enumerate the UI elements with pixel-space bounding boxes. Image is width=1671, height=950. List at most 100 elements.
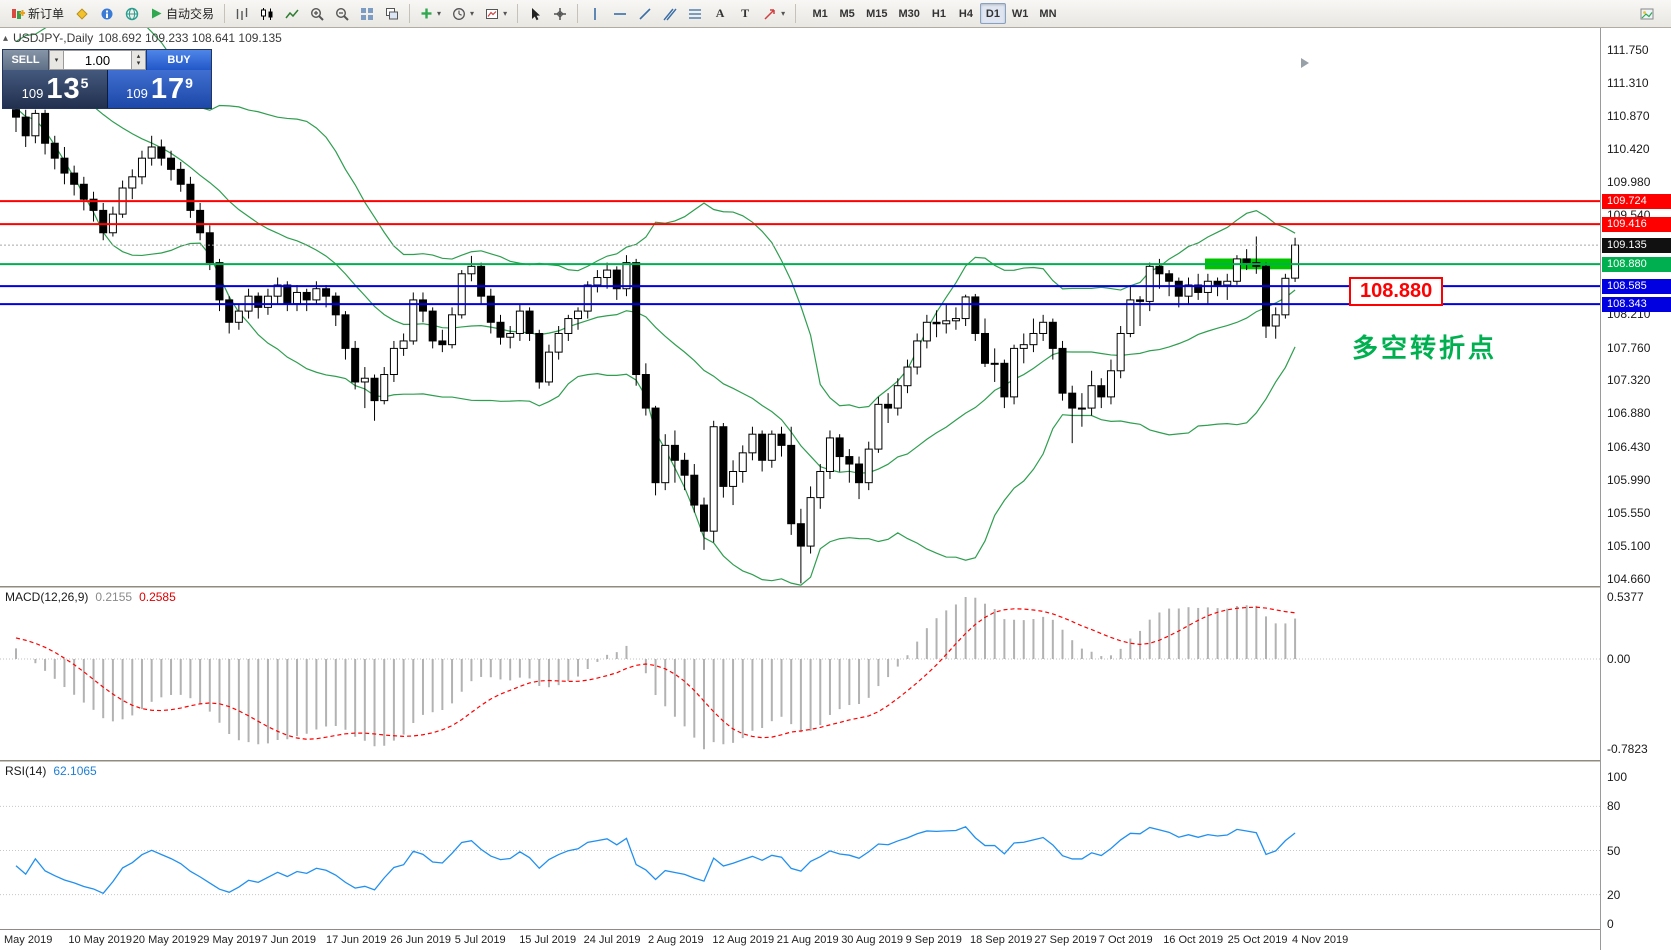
timeframe-button-h1[interactable]: H1 bbox=[926, 3, 952, 24]
buy-price-button[interactable]: 109 17 9 bbox=[107, 70, 211, 108]
buy-button[interactable]: BUY bbox=[146, 50, 211, 70]
channel-icon bbox=[663, 8, 677, 20]
date-axis-label: 24 Jul 2019 bbox=[583, 934, 641, 946]
trendline-button[interactable] bbox=[633, 3, 657, 25]
toolbar-separator bbox=[795, 4, 797, 23]
clock-icon bbox=[453, 7, 465, 20]
spinner-down-icon[interactable]: ▾ bbox=[136, 60, 141, 67]
volume-input[interactable] bbox=[64, 50, 132, 70]
zoom-in-button[interactable] bbox=[305, 3, 329, 25]
price-axis-label: 106.430 bbox=[1607, 439, 1651, 454]
macd-panel-canvas[interactable] bbox=[0, 588, 1600, 760]
sell-price-button[interactable]: 109 13 5 bbox=[3, 70, 107, 108]
bid-sup: 5 bbox=[80, 75, 89, 91]
timeframe-button-h4[interactable]: H4 bbox=[953, 3, 979, 24]
auto-arrange-button[interactable] bbox=[355, 3, 379, 25]
timeframe-button-m5[interactable]: M5 bbox=[834, 3, 860, 24]
timeframe-button-d1[interactable]: D1 bbox=[979, 3, 1006, 24]
rsi-value: 62.1065 bbox=[53, 764, 97, 778]
expert-advisors-button[interactable] bbox=[70, 3, 94, 25]
tile-windows-button[interactable] bbox=[380, 3, 404, 25]
periods-button[interactable]: ▾ bbox=[447, 3, 479, 25]
macd-axis-label: 0.00 bbox=[1607, 652, 1631, 666]
price-axis-label: 105.100 bbox=[1607, 539, 1651, 554]
macd-main-value: 0.2155 bbox=[95, 590, 133, 604]
volume-spinner[interactable]: ▴ ▾ bbox=[132, 50, 146, 70]
fibonacci-icon bbox=[689, 8, 702, 19]
whats-new-button[interactable] bbox=[1635, 3, 1659, 25]
rsi-name: RSI(14) bbox=[5, 764, 47, 778]
rsi-axis-label: 20 bbox=[1607, 887, 1621, 902]
templates-button[interactable]: ▾ bbox=[480, 3, 512, 25]
text-label-button[interactable]: T bbox=[733, 3, 757, 25]
volume-dropdown[interactable]: ▾ bbox=[49, 50, 64, 70]
candlestick-chart-button[interactable] bbox=[255, 3, 279, 25]
ask-main: 17 bbox=[150, 72, 186, 105]
chart-shift-marker[interactable] bbox=[1301, 58, 1309, 68]
toolbar-separator bbox=[577, 4, 579, 23]
panel-splitter[interactable] bbox=[0, 760, 1671, 762]
ask-sup: 9 bbox=[185, 75, 193, 91]
date-axis-label: 21 Aug 2019 bbox=[776, 934, 839, 946]
bar-chart-button[interactable] bbox=[230, 3, 254, 25]
add-indicator-icon bbox=[421, 8, 432, 19]
date-axis-label: 29 May 2019 bbox=[197, 934, 261, 946]
timeframe-button-m1[interactable]: M1 bbox=[807, 3, 833, 24]
price-level-box: 108.585 bbox=[1602, 278, 1671, 294]
ohlc-values: 108.692 109.233 108.641 109.135 bbox=[98, 31, 282, 45]
autotrading-button[interactable]: 自动交易 bbox=[145, 3, 219, 25]
date-axis: May 2019 10 May 2019 20 May 2019 29 May 201… bbox=[0, 930, 1600, 950]
fibonacci-button[interactable] bbox=[683, 3, 707, 25]
oneclick-collapse-icon[interactable]: ▴ bbox=[3, 32, 9, 44]
date-axis-label: 30 Aug 2019 bbox=[841, 934, 903, 946]
spinner-up-icon[interactable]: ▴ bbox=[136, 53, 141, 60]
arrows-button[interactable]: ▾ bbox=[758, 3, 790, 25]
timeframe-button-mn[interactable]: MN bbox=[1034, 3, 1061, 24]
text-button[interactable]: A bbox=[708, 3, 732, 25]
cursor-button[interactable] bbox=[523, 3, 547, 25]
date-axis-label: 16 Oct 2019 bbox=[1163, 934, 1224, 946]
new-order-label: 新订单 bbox=[28, 7, 65, 21]
expert-advisors-icon bbox=[76, 7, 88, 20]
toolbar-separator bbox=[224, 4, 226, 23]
data-window-button[interactable] bbox=[95, 3, 119, 25]
price-axis-label: 104.660 bbox=[1607, 571, 1651, 586]
rsi-axis-label: 100 bbox=[1607, 770, 1628, 784]
label-tool-label: T bbox=[741, 6, 750, 20]
rsi-panel-canvas[interactable] bbox=[0, 762, 1600, 929]
new-order-icon bbox=[12, 8, 25, 19]
timeframe-group: M1 M5 M15 M30 H1 H4 D1 W1 MN bbox=[807, 3, 1061, 24]
sell-button[interactable]: SELL bbox=[3, 50, 49, 70]
indicators-button[interactable]: ▾ bbox=[415, 3, 446, 25]
toolbar: 新订单 自动交易 ▾ ▾ ▾ bbox=[0, 0, 1671, 28]
panel-splitter[interactable] bbox=[0, 586, 1671, 588]
price-axis-label: 111.750 bbox=[1607, 43, 1649, 57]
horizontal-line-button[interactable] bbox=[608, 3, 632, 25]
line-chart-button[interactable] bbox=[280, 3, 304, 25]
news-button[interactable] bbox=[120, 3, 144, 25]
timeframe-button-m30[interactable]: M30 bbox=[894, 3, 925, 24]
price-level-box: 109.135 bbox=[1602, 237, 1671, 253]
crosshair-button[interactable] bbox=[548, 3, 572, 25]
new-order-button[interactable]: 新订单 bbox=[6, 3, 69, 25]
price-axis-label: 107.760 bbox=[1607, 340, 1651, 355]
timeframe-button-m15[interactable]: M15 bbox=[861, 3, 892, 24]
channel-button[interactable] bbox=[658, 3, 682, 25]
price-axis-label: 105.990 bbox=[1607, 472, 1651, 487]
price-axis-label: 106.880 bbox=[1607, 406, 1651, 421]
ask-prefix: 109 bbox=[126, 85, 148, 101]
vertical-line-button[interactable] bbox=[583, 3, 607, 25]
date-axis-label: 17 Jun 2019 bbox=[326, 934, 387, 946]
news-globe-icon bbox=[125, 7, 139, 20]
date-axis-label: 25 Oct 2019 bbox=[1227, 934, 1288, 946]
timeframe-button-w1[interactable]: W1 bbox=[1007, 3, 1034, 24]
vertical-line-icon bbox=[594, 7, 596, 20]
price-axis: 111.750 111.310 110.870 110.420 109.980 109.5… bbox=[1600, 28, 1671, 950]
main-chart-canvas[interactable] bbox=[0, 28, 1600, 586]
chevron-down-icon: ▾ bbox=[781, 9, 786, 18]
zoom-out-button[interactable] bbox=[330, 3, 354, 25]
auto-arrange-icon bbox=[361, 7, 374, 20]
date-axis-label: 26 Jun 2019 bbox=[390, 934, 451, 946]
date-axis-label: 12 Aug 2019 bbox=[712, 934, 775, 946]
tile-windows-icon bbox=[386, 7, 399, 19]
